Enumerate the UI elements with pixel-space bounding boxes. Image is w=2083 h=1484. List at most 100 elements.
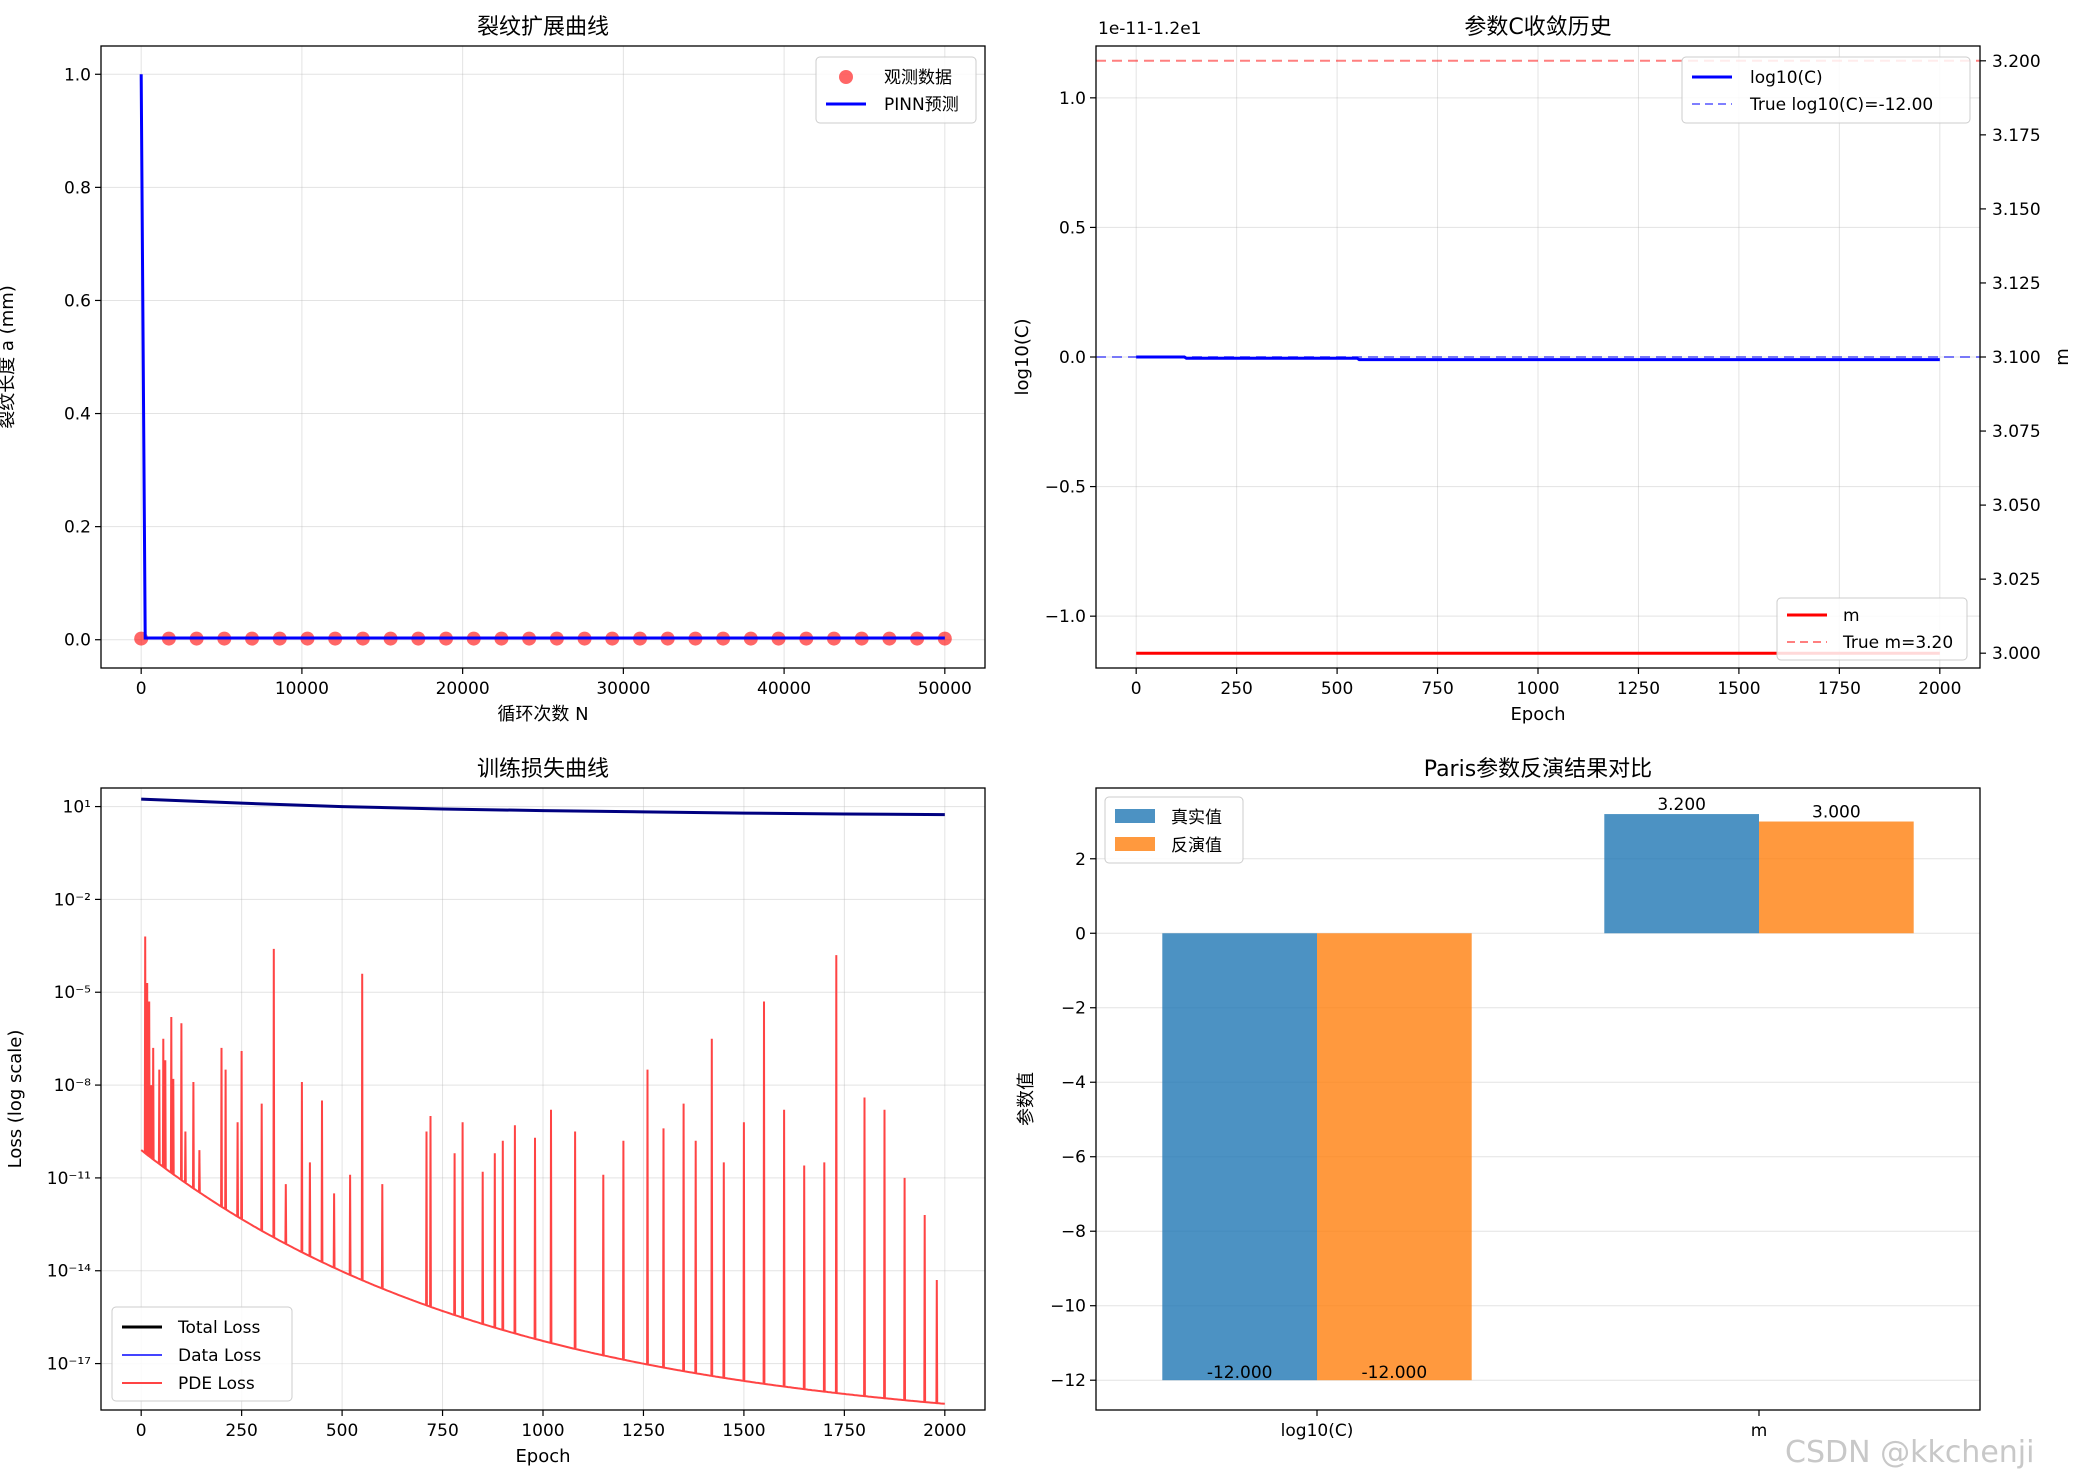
x-tick-label: 1500 — [1717, 679, 1760, 699]
y2-tick-label: 3.200 — [1992, 52, 2041, 72]
bar-value-label: -12.000 — [1207, 1363, 1273, 1383]
y-offset-text: 1e-11-1.2e1 — [1098, 19, 1202, 39]
bar-value-label: 3.000 — [1812, 803, 1861, 823]
x-tick-label: 0 — [136, 1421, 147, 1441]
pinn-prediction-line — [139, 74, 945, 640]
x-tick-label: 1250 — [1617, 679, 1660, 699]
y2-axis-label: m — [2052, 348, 2073, 366]
x-tick-label: 250 — [1220, 679, 1252, 699]
x-tick-label: 20000 — [436, 679, 490, 699]
y-tick-label: −4 — [1061, 1073, 1086, 1093]
legend-bar-swatch — [1115, 837, 1155, 851]
bar — [1317, 933, 1472, 1381]
legend-bar-swatch — [1115, 809, 1155, 823]
chart-title: Paris参数反演结果对比 — [1424, 757, 1652, 782]
x-tick-label: 500 — [326, 1421, 358, 1441]
y-axis-label: 参数值 — [1016, 1072, 1037, 1126]
y-tick-label: 0.2 — [64, 518, 91, 538]
total-loss-line — [141, 797, 945, 817]
legend-loss-label: PDE Loss — [178, 1374, 255, 1394]
bar-value-label: 3.200 — [1657, 795, 1706, 815]
x-tick-label: 500 — [1321, 679, 1353, 699]
y-tick-label: 10⁻² — [54, 890, 91, 910]
y-tick-label: −0.5 — [1045, 478, 1086, 498]
bar — [1162, 933, 1317, 1381]
x-tick-label: 30000 — [596, 679, 650, 699]
y-tick-label: −2 — [1061, 999, 1086, 1019]
y2-tick-label: 3.100 — [1992, 348, 2041, 368]
y2-tick-label: 3.175 — [1992, 126, 2041, 146]
legend-box — [1681, 56, 1971, 124]
parameter-convergence-chart: 0 250 500 750 1000 1250 1500 1750 2000 −1.0 −0.5 0.… — [1012, 15, 2073, 725]
x-tick-label: 0 — [136, 679, 147, 699]
legend-true-log10c-label: True log10(C)=-12.00 — [1749, 95, 1933, 115]
y2-tick-label: 3.050 — [1992, 496, 2041, 516]
bar-value-label: -12.000 — [1362, 1363, 1428, 1383]
legend-m-label: m — [1843, 606, 1860, 626]
x-tick-label: 1750 — [1818, 679, 1861, 699]
legend-log10c-label: log10(C) — [1750, 68, 1823, 88]
x-tick-label: 1250 — [622, 1421, 665, 1441]
x-tick-label: 0 — [1131, 679, 1142, 699]
y-tick-label: 10¹ — [63, 798, 91, 818]
y-tick-label: 1.0 — [1059, 89, 1086, 109]
y2-tick-label: 3.075 — [1992, 422, 2041, 442]
x-tick-label: 1000 — [521, 1421, 564, 1441]
x-tick-label: 40000 — [757, 679, 811, 699]
y-tick-label: 0.8 — [64, 178, 91, 198]
y-tick-label: −6 — [1061, 1148, 1086, 1168]
axes-frame — [1095, 787, 1981, 1411]
y-tick-label: 10⁻⁸ — [54, 1076, 92, 1096]
legend-loss-label: Data Loss — [178, 1346, 261, 1366]
x-tick-label: 750 — [426, 1421, 458, 1441]
legend-true-m-label: True m=3.20 — [1842, 633, 1953, 653]
crack-growth-chart: 0 10000 20000 30000 40000 50000 0.0 0.2 0.4 0.6 0.… — [0, 15, 986, 725]
legend-observed-marker — [839, 70, 853, 84]
chart-title: 参数C收敛历史 — [1464, 15, 1611, 40]
y-tick-label: 10⁻⁵ — [54, 983, 91, 1003]
y-axis-label: log10(C) — [1012, 319, 1033, 396]
y-tick-label: −8 — [1061, 1222, 1086, 1242]
y-tick-label: 0.5 — [1059, 218, 1086, 238]
x-tick-label: 2000 — [923, 1421, 966, 1441]
x-axis-label: Epoch — [515, 1446, 570, 1467]
legend-pinn-label: PINN预测 — [884, 95, 959, 115]
legend-loss-label: Total Loss — [177, 1318, 261, 1338]
legend-observed-label: 观测数据 — [884, 68, 952, 88]
legend-box — [111, 1306, 293, 1402]
y-tick-label: 10⁻¹¹ — [47, 1169, 91, 1189]
y2-tick-label: 3.150 — [1992, 200, 2041, 220]
axes-frame — [100, 787, 986, 1411]
y-tick-label: 0.4 — [64, 405, 91, 425]
x-tick-label: 750 — [1421, 679, 1453, 699]
category-label: log10(C) — [1281, 1421, 1354, 1441]
legend-bar-label: 反演值 — [1171, 836, 1222, 856]
axes-frame — [100, 45, 986, 669]
y-tick-label: 0 — [1075, 924, 1086, 944]
grid — [101, 46, 985, 668]
y-tick-label: 0.0 — [1059, 348, 1086, 368]
axes-frame — [1095, 45, 1981, 669]
grid — [101, 788, 985, 1410]
y-tick-label: 2 — [1075, 850, 1086, 870]
y-tick-label: 0.0 — [64, 631, 91, 651]
legend-box — [815, 56, 977, 124]
category-label: m — [1751, 1421, 1768, 1441]
y-axis-label: Loss (log scale) — [5, 1030, 26, 1169]
legend-bar-label: 真实值 — [1171, 808, 1222, 828]
y-tick-label: −10 — [1050, 1297, 1086, 1317]
x-tick-label: 250 — [225, 1421, 257, 1441]
y-tick-label: 1.0 — [64, 65, 91, 85]
chart-title: 训练损失曲线 — [477, 757, 609, 782]
pde-loss-line — [140, 936, 945, 1405]
y-tick-label: 10⁻¹⁴ — [47, 1262, 91, 1282]
log10c-line — [1136, 355, 1940, 362]
y2-tick-label: 3.025 — [1992, 570, 2041, 590]
bar — [1759, 821, 1914, 934]
y-tick-label: 0.6 — [64, 291, 91, 311]
x-tick-label: 10000 — [275, 679, 329, 699]
watermark: CSDN @kkchenji — [1785, 1435, 2034, 1470]
y-tick-label: −1.0 — [1045, 607, 1086, 627]
